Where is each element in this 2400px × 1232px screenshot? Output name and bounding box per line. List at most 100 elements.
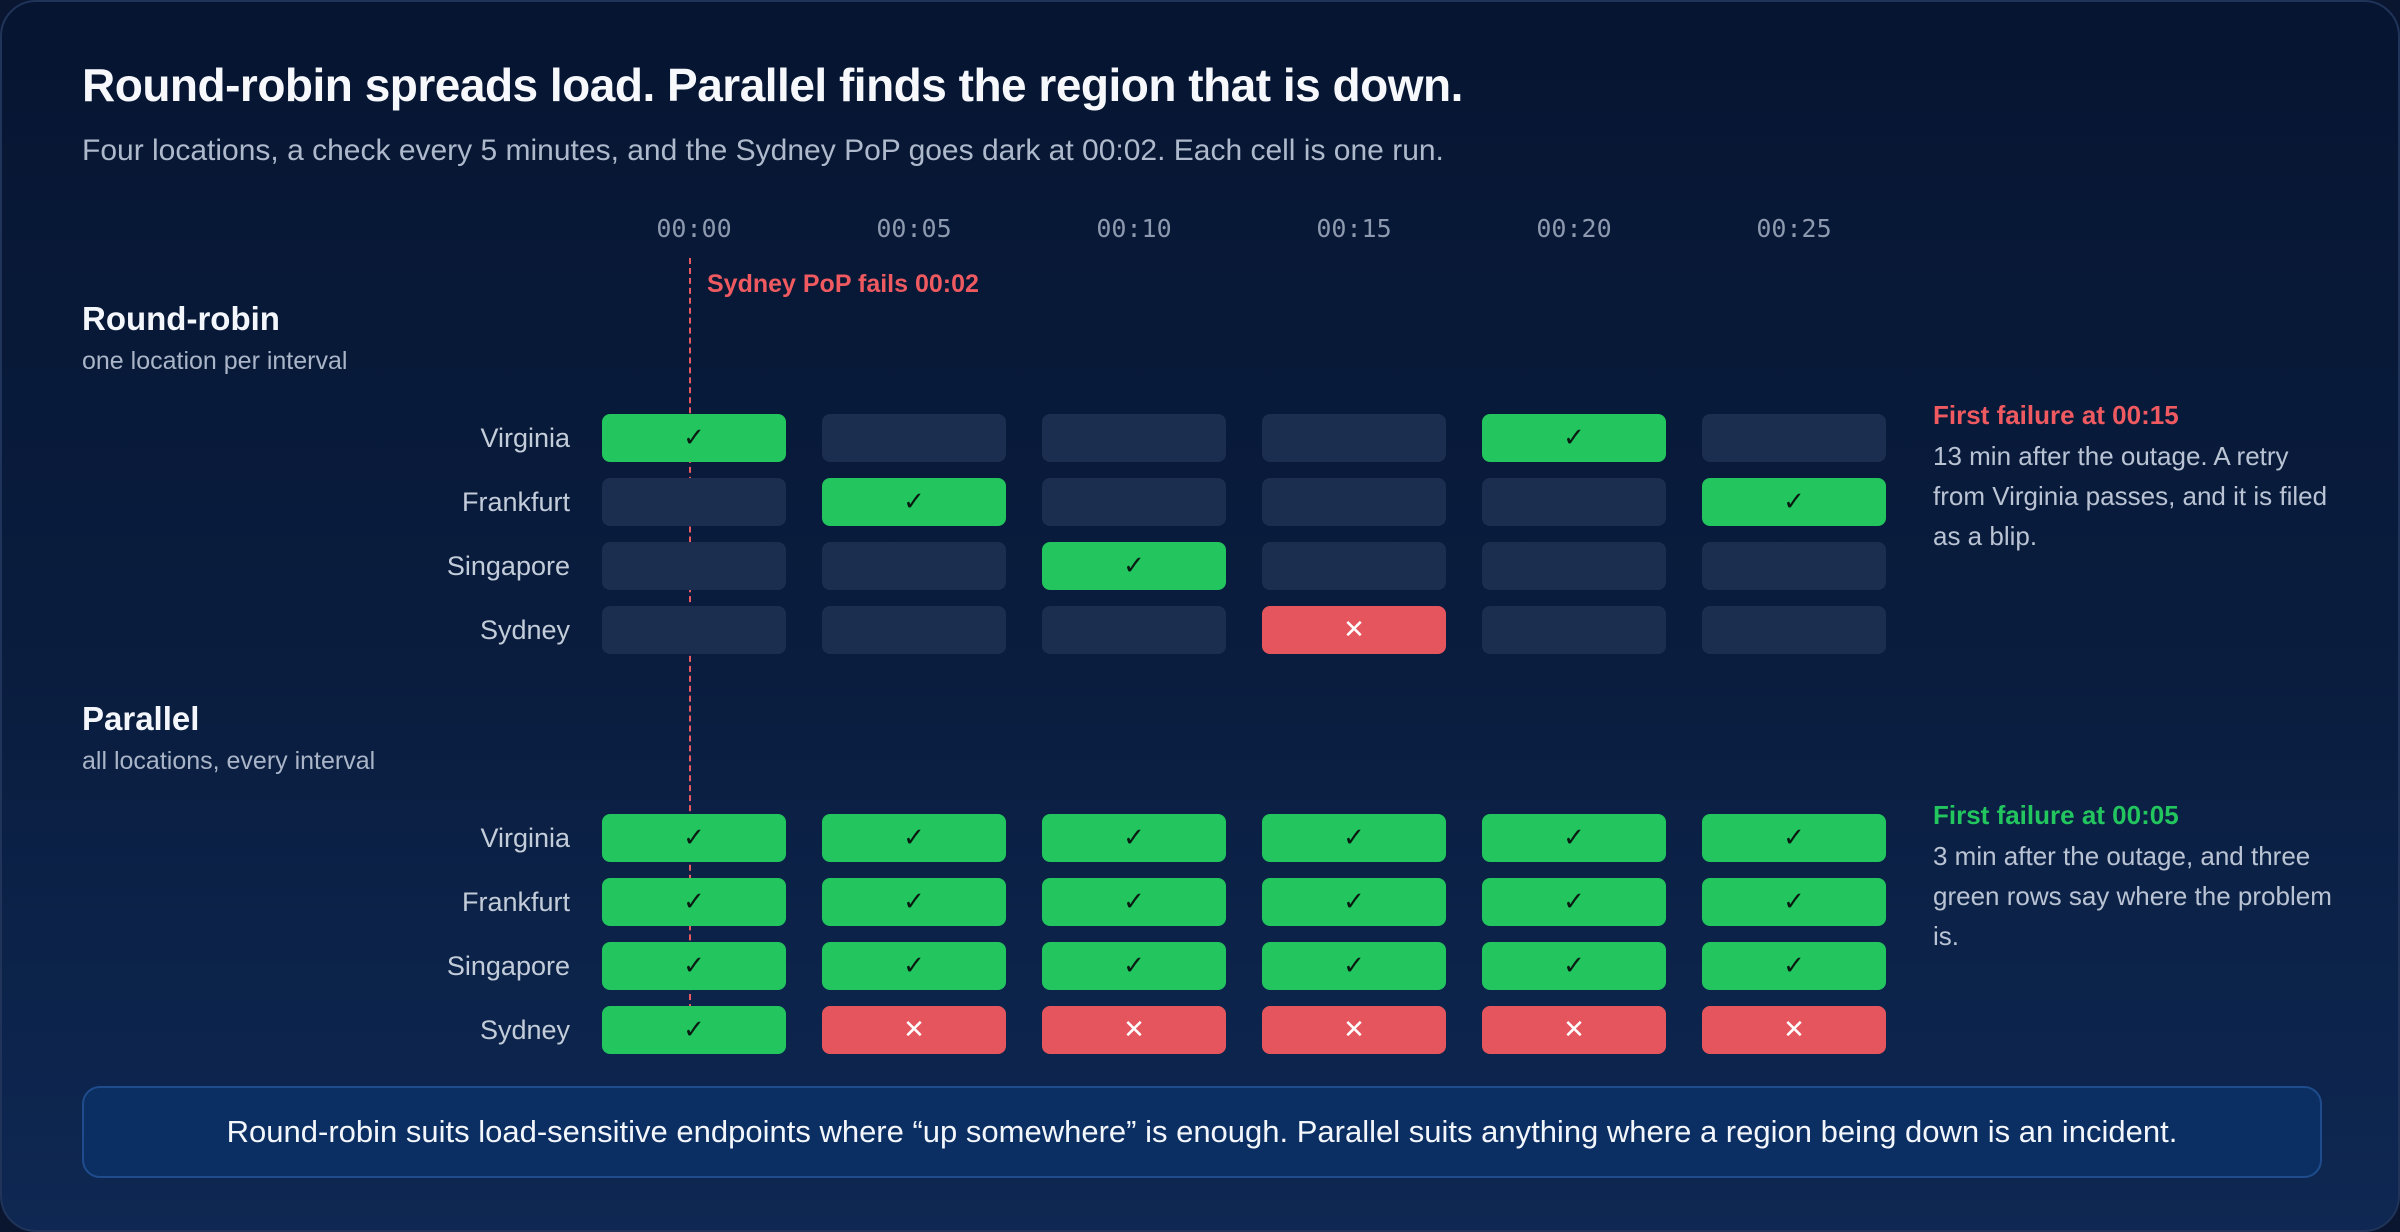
check-icon: ✓ [903,487,925,517]
section-title-round-robin: Round-robin [82,300,280,337]
row-label-frankfurt: Frankfurt [461,887,570,917]
row-label-sydney: Sydney [479,1015,570,1045]
run-cell-pass: ✓ [1482,878,1666,926]
run-cell-pass: ✓ [602,942,786,990]
check-icon: ✓ [683,887,705,917]
run-cell-empty [1262,542,1446,590]
cross-icon: ✕ [1563,1015,1585,1045]
run-cell-empty [1262,414,1446,462]
footer-callout: Round-robin suits load-sensitive endpoin… [82,1086,2322,1178]
check-icon: ✓ [1343,823,1365,853]
run-cell-pass: ✓ [1262,878,1446,926]
run-cell-pass: ✓ [822,478,1006,526]
check-icon: ✓ [1783,487,1805,517]
cross-icon: ✕ [1123,1015,1145,1045]
section-subtitle-parallel: all locations, every interval [82,747,376,775]
run-cell-fail: ✕ [1042,1006,1226,1054]
row-label-singapore: Singapore [446,951,570,981]
run-cell-pass: ✓ [1702,478,1886,526]
run-cell-empty [602,606,786,654]
time-label: 00:20 [1536,214,1612,243]
check-icon: ✓ [1123,887,1145,917]
run-cell-pass: ✓ [822,878,1006,926]
check-icon: ✓ [1343,887,1365,917]
cross-icon: ✕ [1783,1015,1805,1045]
run-cell-empty [1482,478,1666,526]
cross-icon: ✕ [903,1015,925,1045]
check-icon: ✓ [1783,951,1805,981]
run-cell-empty [1042,414,1226,462]
run-cell-pass: ✓ [1482,814,1666,862]
cross-icon: ✕ [1343,615,1365,645]
run-cell-empty [1702,542,1886,590]
time-label: 00:05 [876,214,952,243]
time-label: 00:15 [1316,214,1392,243]
run-cell-empty [1262,478,1446,526]
run-cell-empty [1702,414,1886,462]
run-cell-empty [602,478,786,526]
run-cell-pass: ✓ [1482,942,1666,990]
run-cell-pass: ✓ [1702,878,1886,926]
check-icon: ✓ [1563,887,1585,917]
page-title: Round-robin spreads load. Parallel finds… [82,59,1463,111]
run-cell-pass: ✓ [822,814,1006,862]
run-cell-empty [822,414,1006,462]
run-cell-pass: ✓ [1262,942,1446,990]
run-cell-pass: ✓ [1042,814,1226,862]
run-cell-pass: ✓ [1262,814,1446,862]
run-cell-empty [1482,606,1666,654]
time-label: 00:00 [656,214,732,243]
run-cell-empty [822,606,1006,654]
row-label-singapore: Singapore [446,551,570,581]
run-cell-empty [1482,542,1666,590]
run-cell-fail: ✕ [822,1006,1006,1054]
run-cell-empty [1042,478,1226,526]
check-icon: ✓ [1123,823,1145,853]
run-cell-empty [1042,606,1226,654]
row-label-sydney: Sydney [479,615,570,645]
check-icon: ✓ [1123,551,1145,581]
row-label-frankfurt: Frankfurt [461,487,570,517]
run-cell-empty [822,542,1006,590]
run-cell-pass: ✓ [1702,942,1886,990]
check-icon: ✓ [1783,823,1805,853]
check-icon: ✓ [1563,951,1585,981]
time-label: 00:25 [1756,214,1832,243]
run-cell-pass: ✓ [602,878,786,926]
section-title-parallel: Parallel [82,700,200,737]
check-icon: ✓ [1343,951,1365,981]
run-cell-pass: ✓ [602,814,786,862]
check-icon: ✓ [683,1015,705,1045]
check-icon: ✓ [1783,887,1805,917]
check-icon: ✓ [1563,423,1585,453]
run-cell-fail: ✕ [1262,606,1446,654]
check-icon: ✓ [1563,823,1585,853]
run-cell-pass: ✓ [1482,414,1666,462]
run-cell-pass: ✓ [1042,942,1226,990]
first-failure-headline: First failure at 00:15 [1933,400,2179,430]
check-icon: ✓ [903,823,925,853]
check-icon: ✓ [1123,951,1145,981]
run-cell-pass: ✓ [602,414,786,462]
outage-marker-label: Sydney PoP fails 00:02 [707,270,979,298]
check-icon: ✓ [683,423,705,453]
first-failure-explanation: 3 min after the outage, and three green … [1933,841,2332,951]
check-icon: ✓ [903,951,925,981]
run-cell-pass: ✓ [602,1006,786,1054]
run-cell-fail: ✕ [1702,1006,1886,1054]
run-cell-empty [1702,606,1886,654]
run-cell-pass: ✓ [1042,542,1226,590]
first-failure-explanation: 13 min after the outage. A retry from Vi… [1933,441,2328,551]
row-label-virginia: Virginia [480,423,570,453]
run-cell-pass: ✓ [1042,878,1226,926]
check-icon: ✓ [683,951,705,981]
row-label-virginia: Virginia [480,823,570,853]
page-subtitle: Four locations, a check every 5 minutes,… [82,134,1444,167]
run-cell-pass: ✓ [822,942,1006,990]
section-subtitle-round-robin: one location per interval [82,347,348,375]
cross-icon: ✕ [1343,1015,1365,1045]
run-cell-pass: ✓ [1702,814,1886,862]
time-label: 00:10 [1096,214,1172,243]
run-cell-fail: ✕ [1482,1006,1666,1054]
